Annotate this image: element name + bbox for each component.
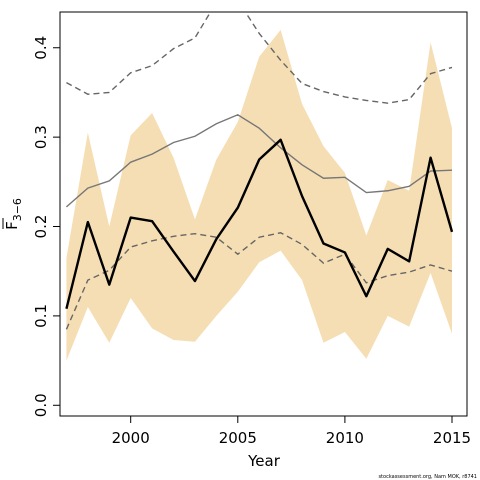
- credit-text: stockassessment.org, Nam MOK, r8741: [378, 474, 477, 480]
- y-axis-title-subscript: 3−6: [11, 198, 24, 221]
- y-tick-label: 0.1: [32, 304, 50, 328]
- y-axis-title: F3−6: [2, 198, 24, 230]
- y-tick-label: 0.3: [32, 125, 50, 149]
- confidence-band: [66, 29, 453, 361]
- x-tick-label: 2000: [112, 429, 150, 447]
- y-tick-label: 0.0: [32, 393, 50, 417]
- plot-frame: [59, 11, 468, 417]
- x-tick-label: 2010: [326, 429, 364, 447]
- reference-line: [65, 114, 453, 208]
- x-axis: 2000 2005 2010 2015: [112, 416, 471, 447]
- estimate-line: [65, 138, 454, 310]
- x-axis-title: Year: [247, 452, 281, 470]
- plot-area: [65, 12, 454, 361]
- x-tick-label: 2005: [219, 429, 257, 447]
- y-tick-label: 0.2: [32, 215, 50, 239]
- y-tick-label: 0.4: [32, 36, 50, 60]
- x-tick-label: 2015: [433, 429, 471, 447]
- reference-upper-line: [66, 12, 453, 104]
- reference-lower-line: [65, 232, 453, 330]
- y-axis: 0.0 0.1 0.2 0.3 0.4: [32, 36, 60, 417]
- y-axis-title-main: F: [3, 221, 21, 230]
- svg-text:F3−6: F3−6: [3, 198, 24, 230]
